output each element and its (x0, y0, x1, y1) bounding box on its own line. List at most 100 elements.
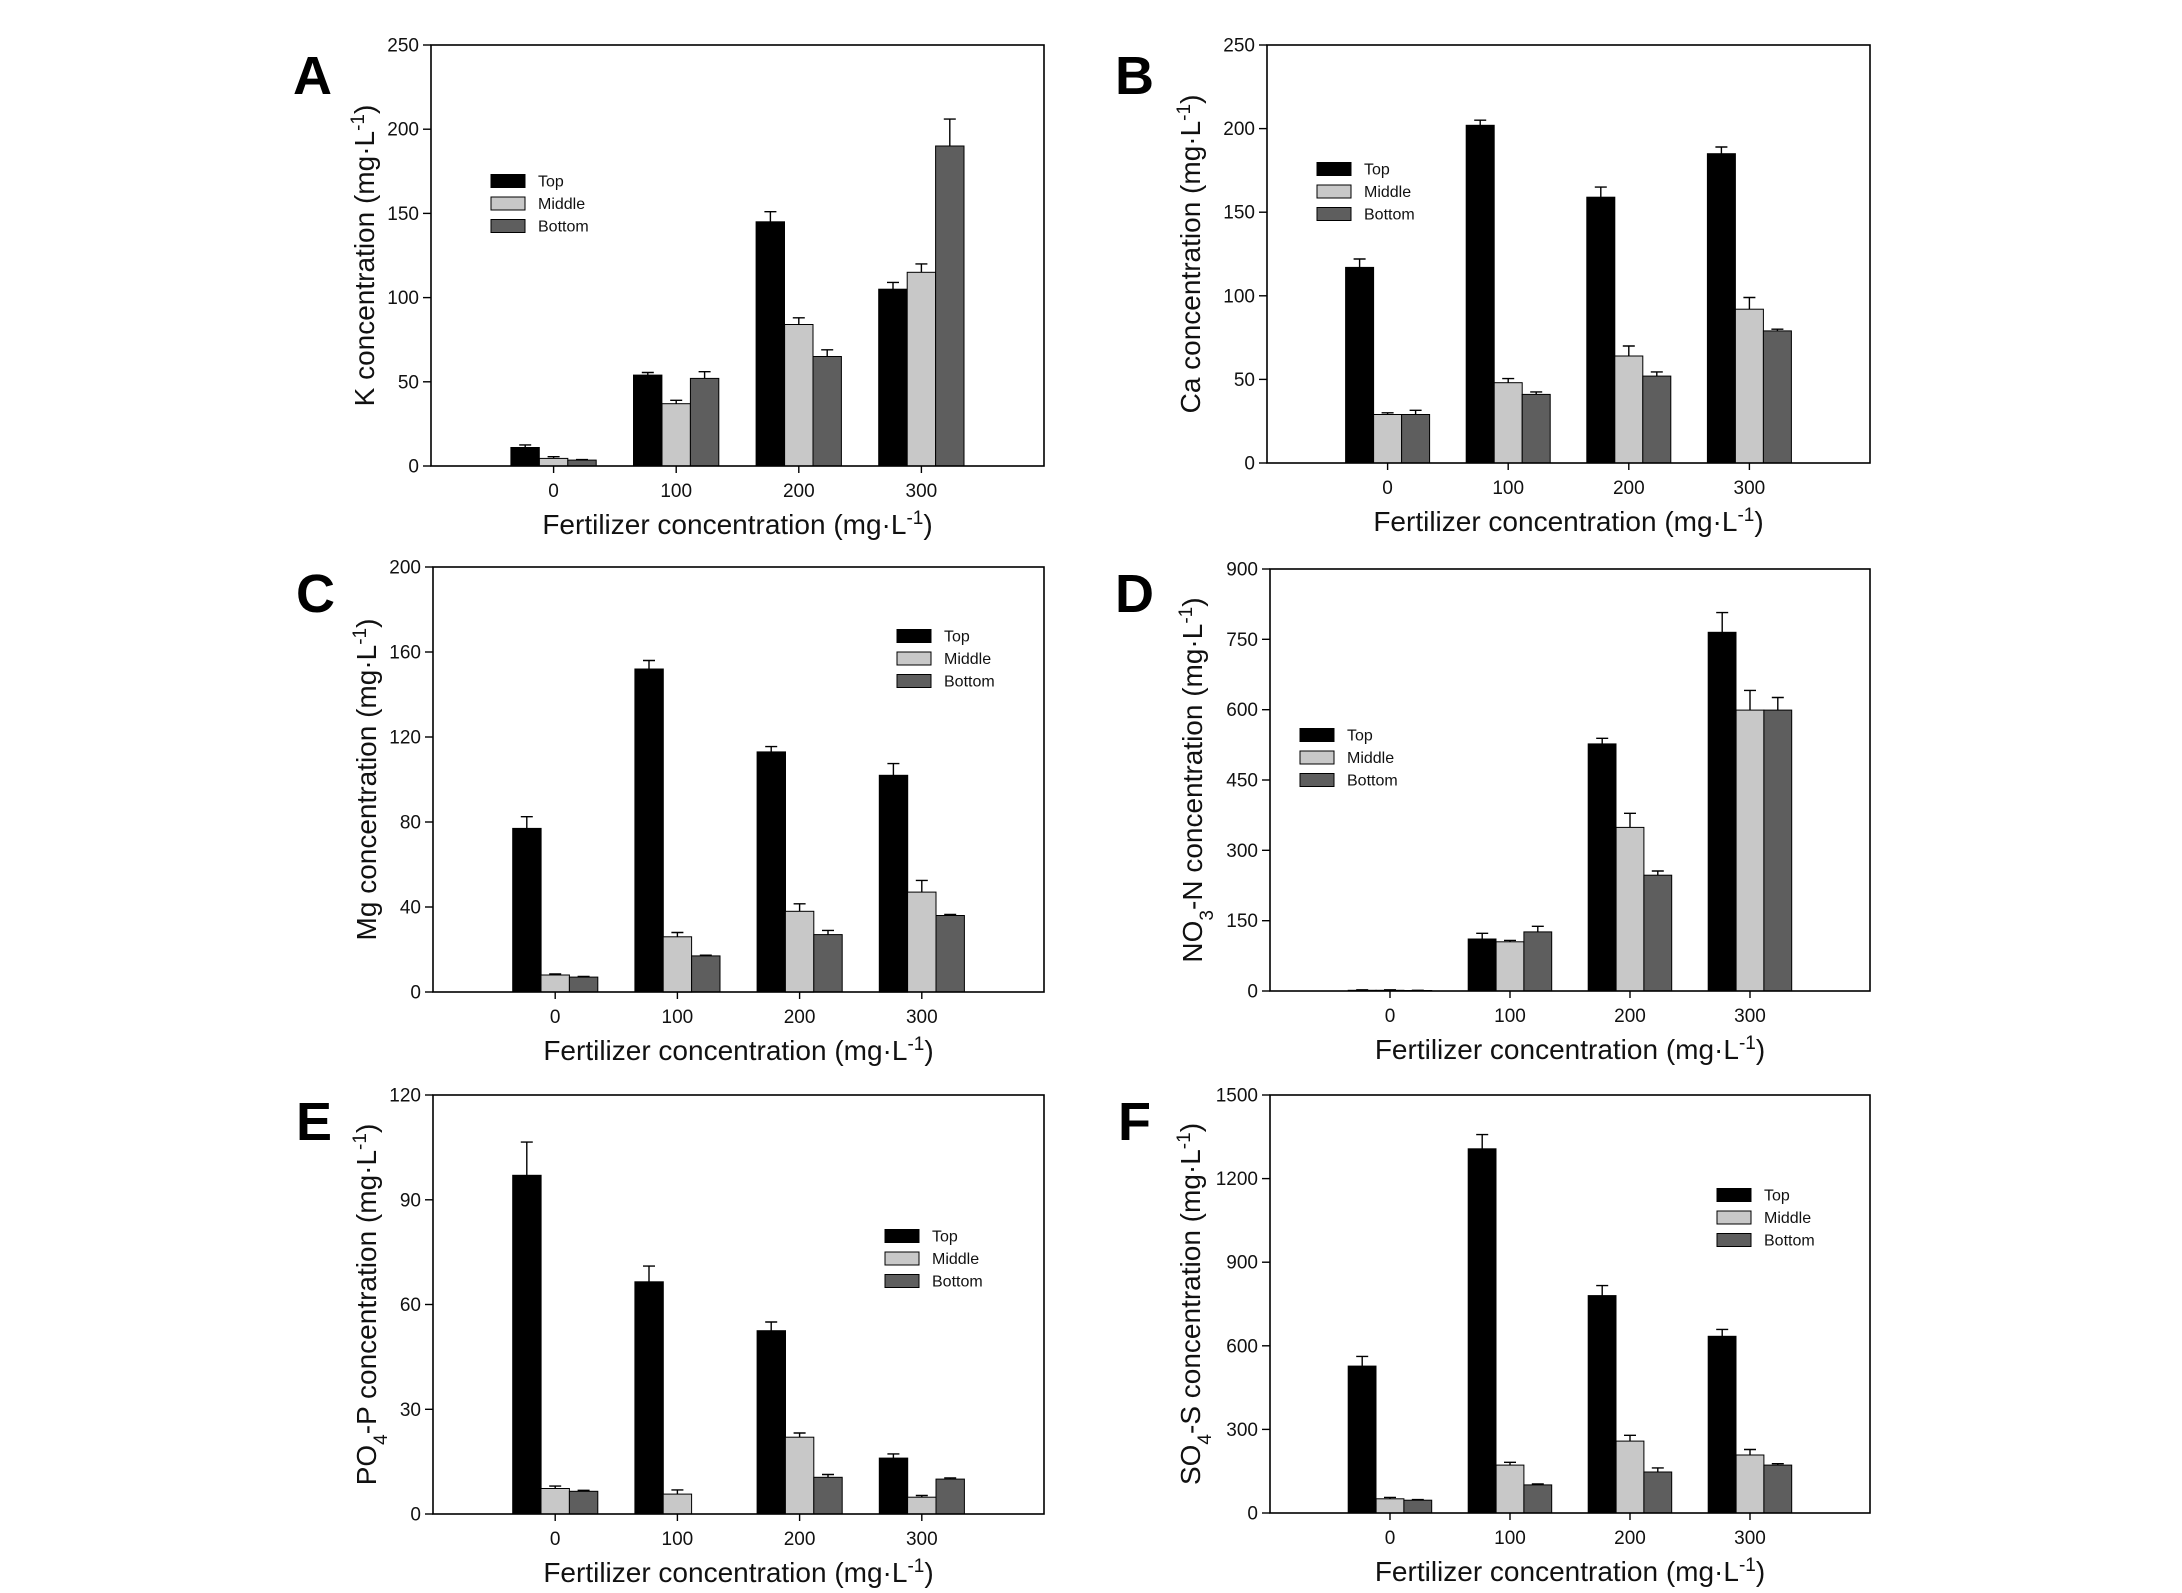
bar-middle-300 (1734, 308, 1764, 464)
error-bar-top-0 (520, 816, 533, 829)
error-bar-top-200 (765, 745, 778, 752)
bar-bottom-100 (1523, 1484, 1553, 1514)
y-axis-title: K concentration (mg·L-1) (348, 105, 381, 407)
bar-top-200 (1586, 196, 1616, 464)
error-bar-bottom-300 (1771, 328, 1784, 331)
bar-top-200 (1587, 743, 1617, 992)
x-tick-label: 0 (550, 1007, 561, 1028)
error-bar-top-100 (1476, 932, 1489, 939)
error-bar-bottom-100 (1531, 1483, 1544, 1485)
label-text: NO (1177, 921, 1208, 963)
legend: Top Middle Bottom (490, 174, 589, 236)
error-bar-bottom-0 (1409, 409, 1422, 415)
legend-swatch-bottom (490, 219, 526, 233)
bar-middle-100 (1495, 941, 1525, 992)
error-bar-bottom-100 (698, 371, 711, 379)
x-axis: 0 100 200 300 Fertilizer concentration (mg·L… (543, 992, 938, 1067)
legend-swatch-top (490, 174, 526, 188)
legend-swatch-middle (1316, 184, 1352, 199)
bar-middle-200 (1615, 826, 1645, 992)
x-tick-label: 0 (548, 481, 559, 502)
x-axis-title: Fertilizer concentration (mg·L-1) (543, 1034, 933, 1067)
error-bar-top-0 (519, 444, 532, 448)
unit-superscript: -1 (1739, 1555, 1756, 1576)
error-bar-bottom-100 (1531, 925, 1544, 932)
bar-series-group (512, 1141, 965, 1515)
label-text: SO (1175, 1445, 1206, 1485)
error-bar-bottom-300 (944, 1477, 957, 1480)
label-text: Fertilizer concentration (mg·L (542, 509, 906, 540)
error-bar-bottom-300 (1771, 1463, 1784, 1466)
label-text: ) (351, 619, 382, 628)
panel-letter: A (293, 46, 332, 106)
error-bar-bottom-200 (821, 349, 834, 357)
panel-letter: C (296, 564, 335, 624)
x-tick-label: 100 (662, 1529, 694, 1550)
y-tick-label: 0 (410, 1505, 421, 1526)
bar-bottom-100 (1521, 393, 1551, 464)
legend-swatch-bottom (884, 1274, 920, 1288)
error-bar-middle-300 (915, 1494, 928, 1498)
y-axis-title: Mg concentration (mg·L-1) (350, 619, 383, 941)
error-bar-middle-100 (670, 399, 683, 404)
bar-middle-100 (1493, 382, 1523, 464)
legend-label-bottom: Bottom (944, 674, 995, 691)
bar-bottom-0 (1401, 414, 1431, 464)
bar-top-300 (1707, 1335, 1737, 1514)
y-tick-label: 80 (400, 813, 421, 834)
legend-swatch-middle (490, 196, 526, 211)
y-tick-label: 750 (1226, 630, 1258, 651)
legend-swatch-top (1299, 728, 1335, 742)
x-tick-label: 0 (550, 1529, 561, 1550)
error-bar-middle-300 (915, 879, 928, 893)
error-bar-top-300 (887, 281, 899, 290)
error-bar-middle-0 (1381, 412, 1394, 415)
legend: Top Middle Bottom (896, 629, 995, 691)
error-bar-top-100 (1476, 1133, 1489, 1149)
bar-bottom-200 (812, 356, 842, 467)
bar-top-300 (1707, 631, 1737, 992)
label-text: ) (351, 1124, 382, 1133)
error-bar-middle-100 (671, 931, 684, 937)
legend-swatch-bottom (896, 674, 932, 688)
x-tick-label: 0 (1385, 1006, 1396, 1027)
x-tick-label: 100 (1494, 1528, 1526, 1549)
error-bar-middle-0 (549, 1485, 562, 1489)
bar-middle-200 (784, 1436, 815, 1515)
y-tick-label: 120 (389, 728, 421, 749)
x-axis: 0 100 200 300 Fertilizer concentration (mg·L… (1375, 1513, 1766, 1587)
bar-bottom-200 (1642, 375, 1672, 464)
error-bar-top-0 (1353, 258, 1366, 268)
bar-bottom-300 (935, 1478, 965, 1515)
legend: Top Middle Bottom (1716, 1188, 1815, 1250)
bar-bottom-100 (691, 955, 721, 993)
y-axis: 0 40 80 120 160 200 Mg concentration (mg·L-1) (350, 558, 433, 1004)
bar-top-300 (878, 288, 908, 467)
bar-series-group (1347, 611, 1793, 992)
bar-series-group (1347, 1133, 1793, 1514)
plot-frame (430, 44, 1045, 467)
bar-middle-0 (540, 974, 570, 993)
label-text: Fertilizer concentration (mg·L (1375, 1034, 1739, 1065)
y-tick-label: 1500 (1216, 1086, 1258, 1107)
error-bar-bottom-100 (1530, 391, 1543, 395)
bar-middle-200 (784, 324, 814, 467)
panel-letter: B (1115, 46, 1154, 106)
bar-bottom-300 (1763, 1464, 1793, 1514)
bar-top-100 (1465, 124, 1495, 464)
legend-label-middle: Middle (1364, 184, 1411, 201)
error-bar-top-200 (764, 211, 777, 222)
y-axis: 0 50 100 150 200 250 K concentration (mg·L-1) (348, 36, 431, 478)
legend: Top Middle Bottom (1316, 162, 1415, 224)
label-text: ) (923, 509, 932, 540)
error-bar-middle-0 (547, 456, 560, 459)
legend-label-middle: Middle (1764, 1210, 1811, 1227)
bar-top-300 (1706, 153, 1736, 464)
bar-series-group (510, 118, 965, 467)
legend-label-middle: Middle (1347, 750, 1394, 767)
x-tick-label: 100 (660, 481, 692, 502)
legend-label-top: Top (1347, 728, 1373, 745)
error-bar-top-300 (1715, 146, 1728, 154)
y-tick-label: 40 (400, 898, 421, 919)
